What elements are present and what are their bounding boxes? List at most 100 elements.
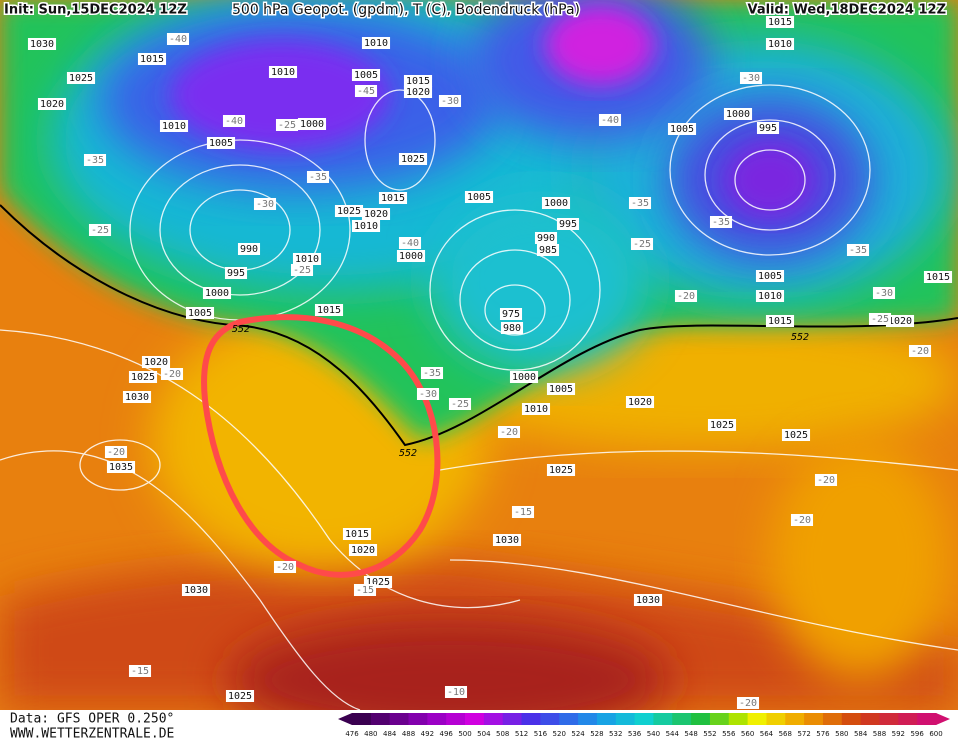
temperature-label: -15 bbox=[128, 665, 152, 677]
data-source: Data: GFS OPER 0.250° bbox=[10, 712, 174, 727]
isobar-label: 1020 bbox=[625, 396, 655, 408]
label-box bbox=[351, 220, 381, 232]
label-box bbox=[268, 66, 298, 78]
label-box bbox=[202, 287, 232, 299]
colorbar-label: 580 bbox=[835, 730, 848, 738]
isobar-label-text: 1025 bbox=[228, 691, 252, 702]
isobar-label: 1020 bbox=[141, 356, 171, 368]
isobar-label-text: 1000 bbox=[205, 288, 229, 299]
isobar-label: 1005 bbox=[351, 69, 381, 81]
temperature-label-text: -20 bbox=[276, 562, 294, 573]
colorbar-label: 592 bbox=[892, 730, 905, 738]
label-box bbox=[885, 315, 915, 327]
temperature-label-text: -45 bbox=[357, 86, 375, 97]
temperature-label: -20 bbox=[273, 561, 297, 573]
colorbar-swatch bbox=[691, 713, 711, 725]
label-box bbox=[541, 197, 571, 209]
isobar-label-text: 1005 bbox=[354, 70, 378, 81]
isobar-label-text: 1015 bbox=[768, 316, 792, 327]
colorbar-swatch bbox=[559, 713, 579, 725]
isobar-label-text: 985 bbox=[539, 245, 557, 256]
temperature-label: -25 bbox=[275, 119, 299, 131]
temperature-label-text: -10 bbox=[447, 687, 465, 698]
isobar-label: 1000 bbox=[202, 287, 232, 299]
isobar-label: 975 bbox=[499, 308, 523, 320]
temperature-label: -20 bbox=[104, 446, 128, 458]
label-box bbox=[141, 356, 171, 368]
isobar-label: 1025 bbox=[334, 205, 364, 217]
isobar-label-text: 1000 bbox=[512, 372, 536, 383]
colorbar-label: 484 bbox=[383, 730, 397, 738]
colorbar-label: 508 bbox=[496, 730, 509, 738]
temperature-label: -40 bbox=[598, 114, 622, 126]
isobar-label-text: 1030 bbox=[495, 535, 519, 546]
temperature-label-text: -20 bbox=[739, 698, 757, 709]
colorbar-swatch bbox=[370, 713, 391, 725]
isobar-label: 1025 bbox=[128, 371, 158, 383]
colorbar: 476 480 484 488 492 496 500 504 508 512 516 520 524 5… bbox=[338, 713, 950, 738]
isobar-label-text: 1025 bbox=[337, 206, 361, 217]
label-box bbox=[185, 307, 215, 319]
label-box bbox=[868, 313, 892, 325]
colorbar-swatch bbox=[446, 713, 466, 725]
temperature-label: -35 bbox=[420, 367, 444, 379]
isobar-label: 1030 bbox=[492, 534, 522, 546]
label-box bbox=[253, 198, 277, 210]
label-box bbox=[181, 584, 211, 596]
temperature-label: -35 bbox=[846, 244, 870, 256]
isobar-label-text: 1010 bbox=[295, 254, 319, 265]
colorbar-swatch bbox=[766, 713, 786, 725]
temperature-label-text: -40 bbox=[601, 115, 619, 126]
colorbar-swatch bbox=[483, 713, 504, 725]
isobar-label-text: 1000 bbox=[726, 109, 750, 120]
label-box bbox=[736, 697, 760, 709]
isobar-label-text: 1015 bbox=[140, 54, 164, 65]
temperature-label: -25 bbox=[630, 238, 654, 250]
temperature-label-text: -30 bbox=[256, 199, 274, 210]
label-box bbox=[756, 122, 780, 134]
colorbar-swatch bbox=[578, 713, 598, 725]
label-box bbox=[83, 154, 107, 166]
isobar-label-text: 1020 bbox=[40, 99, 64, 110]
label-box bbox=[106, 461, 136, 473]
isobar-label-text: 990 bbox=[537, 233, 555, 244]
label-box bbox=[273, 561, 297, 573]
isobar-label-text: 1005 bbox=[209, 138, 233, 149]
temperature-label-text: -20 bbox=[163, 369, 181, 380]
temperature-label: -15 bbox=[511, 506, 535, 518]
temperature-label-text: -20 bbox=[817, 475, 835, 486]
temperature-label-text: -40 bbox=[225, 116, 243, 127]
temperature-label: -20 bbox=[736, 697, 760, 709]
label-box bbox=[497, 426, 521, 438]
label-box bbox=[159, 120, 189, 132]
isobar-label: 1020 bbox=[348, 544, 378, 556]
geopotential-label: 552 bbox=[399, 448, 417, 459]
temperature-label: -35 bbox=[306, 171, 330, 183]
colorbar-label: 572 bbox=[797, 730, 810, 738]
label-box bbox=[628, 197, 652, 209]
label-box bbox=[511, 506, 535, 518]
colorbar-swatch bbox=[917, 713, 937, 725]
temperature-label-text: -20 bbox=[793, 515, 811, 526]
colorbar-swatch bbox=[728, 713, 749, 725]
temperature-label-text: -25 bbox=[871, 314, 889, 325]
temperature-label: -30 bbox=[438, 95, 462, 107]
temperature-label: -40 bbox=[166, 33, 190, 45]
colorbar-label: 548 bbox=[684, 730, 697, 738]
isobar-label: 1025 bbox=[66, 72, 96, 84]
label-box bbox=[275, 119, 299, 131]
label-box bbox=[765, 38, 795, 50]
isobar-label-text: 1035 bbox=[109, 462, 133, 473]
isobar-label: 1020 bbox=[361, 208, 391, 220]
label-box bbox=[765, 16, 795, 28]
label-box bbox=[709, 216, 733, 228]
colorbar-swatch bbox=[352, 713, 372, 725]
isobar-label: 1015 bbox=[765, 16, 795, 28]
temperature-label-text: -25 bbox=[293, 265, 311, 276]
label-box bbox=[499, 308, 523, 320]
isobar-label-text: 1030 bbox=[125, 392, 149, 403]
colorbar-arrow bbox=[338, 713, 352, 725]
label-box bbox=[353, 584, 377, 596]
